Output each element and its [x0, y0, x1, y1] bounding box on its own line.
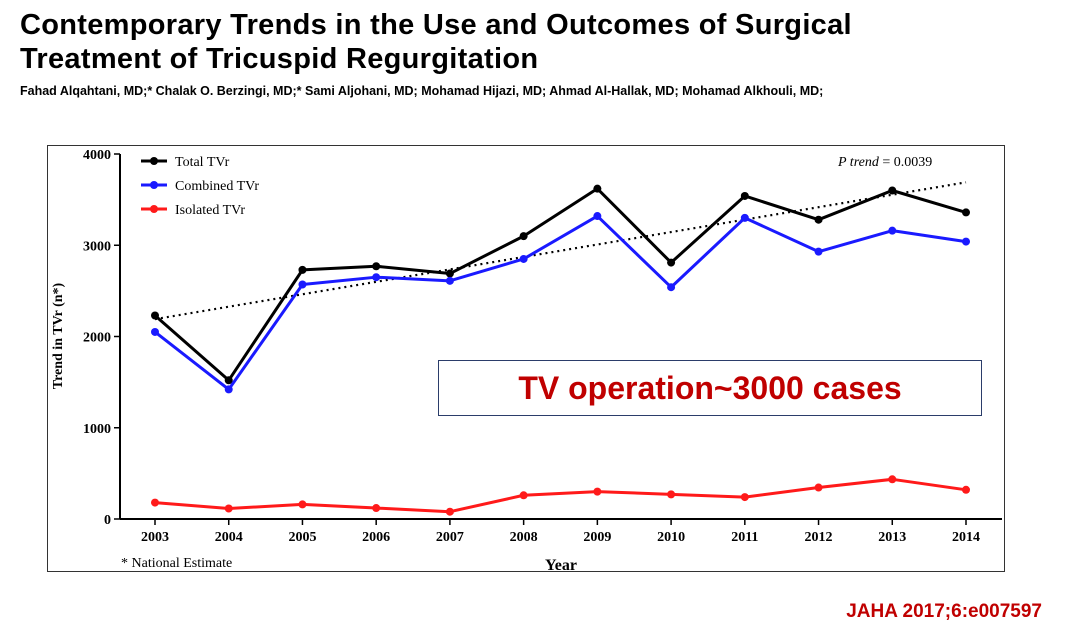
data-point: [667, 258, 676, 267]
slide-title: Contemporary Trends in the Use and Outco…: [20, 8, 1070, 76]
data-point: [888, 475, 897, 484]
legend-swatch-marker: [150, 157, 158, 165]
data-point: [740, 493, 749, 502]
series-line-1: [154, 214, 967, 391]
data-point: [372, 273, 381, 282]
data-point: [814, 247, 823, 256]
x-tick-label: 2011: [731, 530, 758, 545]
data-point: [445, 269, 454, 278]
data-point: [740, 213, 749, 222]
x-tick-label: 2012: [805, 530, 833, 545]
series-line-2: [154, 477, 967, 514]
x-tick-label: 2003: [141, 530, 169, 545]
p-trend-annotation: P trend = 0.0039: [837, 155, 932, 170]
data-point: [224, 504, 233, 513]
data-point: [888, 186, 897, 195]
y-axis-title: Trend in TVr (n*): [51, 282, 66, 389]
slide-title-line-1: Contemporary Trends in the Use and Outco…: [20, 9, 852, 41]
x-tick-label: 2010: [657, 530, 685, 545]
data-point: [667, 490, 676, 499]
callout-box: TV operation~3000 cases: [438, 360, 982, 416]
footnote: * National Estimate: [121, 556, 232, 571]
trend-line: [154, 181, 967, 321]
p-trend-label: P trend: [837, 155, 880, 170]
data-point: [814, 215, 823, 224]
data-point: [298, 265, 307, 274]
x-tick-label: 2014: [952, 530, 980, 545]
data-point: [372, 504, 381, 513]
legend-swatch-marker: [150, 205, 158, 213]
data-point: [888, 226, 897, 235]
series-line-0: [154, 187, 967, 382]
y-tick-label: 3000: [83, 239, 111, 254]
chart-figure-frame: [47, 145, 1005, 572]
data-point: [445, 276, 454, 285]
data-point: [962, 485, 970, 494]
data-point: [224, 385, 233, 394]
data-point: [151, 311, 159, 320]
data-point: [519, 491, 528, 500]
data-point: [298, 500, 307, 509]
data-point: [151, 498, 159, 507]
author-list: Fahad Alqahtani, MD;* Chalak O. Berzingi…: [20, 84, 824, 98]
x-tick-label: 2005: [288, 530, 316, 545]
legend-label: Isolated TVr: [175, 203, 245, 218]
callout-text: TV operation~3000 cases: [518, 369, 902, 406]
x-axis-title: Year: [545, 557, 577, 574]
data-point: [667, 283, 676, 292]
legend-label: Combined TVr: [175, 179, 259, 194]
slide-title-line-2: Treatment of Tricuspid Regurgitation: [20, 43, 539, 75]
legend-swatch-marker: [150, 181, 158, 189]
data-point: [224, 376, 233, 385]
x-tick-label: 2007: [436, 530, 464, 545]
data-point: [740, 191, 749, 200]
x-tick-label: 2008: [510, 530, 538, 545]
y-tick-label: 2000: [83, 331, 111, 346]
legend-label: Total TVr: [175, 155, 230, 170]
citation: JAHA 2017;6:e007597: [846, 601, 1042, 622]
p-trend-value: = 0.0039: [879, 155, 932, 170]
data-point: [445, 507, 454, 516]
data-point: [962, 237, 970, 246]
data-point: [593, 212, 602, 221]
data-point: [372, 262, 381, 271]
x-tick-label: 2004: [215, 530, 243, 545]
y-tick-label: 1000: [83, 422, 111, 437]
y-tick-label: 0: [104, 513, 111, 528]
data-point: [298, 280, 307, 289]
data-point: [519, 254, 528, 263]
data-point: [962, 208, 970, 217]
data-point: [151, 327, 159, 336]
y-tick-label: 4000: [83, 148, 111, 163]
x-tick-label: 2013: [878, 530, 906, 545]
data-point: [519, 232, 528, 241]
data-point: [814, 483, 823, 492]
x-tick-label: 2006: [362, 530, 390, 545]
x-tick-label: 2009: [583, 530, 611, 545]
data-point: [593, 184, 602, 193]
data-point: [593, 487, 602, 496]
